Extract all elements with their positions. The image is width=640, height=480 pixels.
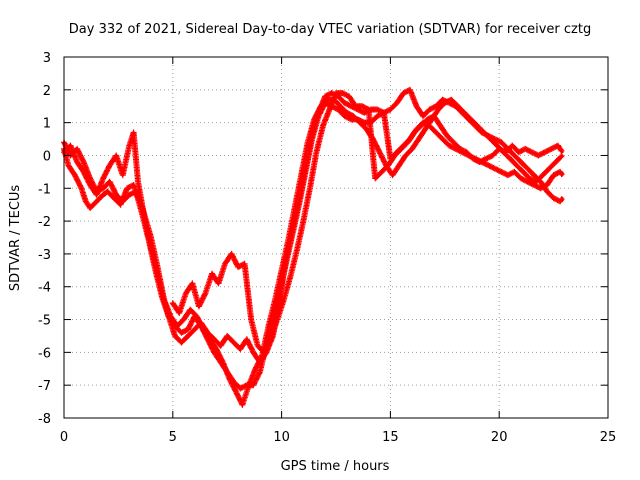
- x-tick-label: 25: [600, 430, 617, 445]
- axis-ticks: [63, 56, 609, 419]
- chart-title: Day 332 of 2021, Sidereal Day-to-day VTE…: [69, 22, 591, 37]
- x-tick-label: 10: [273, 430, 290, 445]
- y-tick-label: 1: [43, 117, 51, 132]
- x-tick-label: 20: [491, 430, 508, 445]
- x-tick-label: 15: [382, 430, 399, 445]
- y-axis-label: SDTVAR / TECUs: [8, 185, 23, 292]
- grid-lines: [64, 57, 608, 418]
- plot-frame: [63, 56, 609, 419]
- y-tick-label: -1: [38, 182, 51, 197]
- y-tick-label: -7: [38, 379, 51, 394]
- data-series-group: [61, 86, 565, 408]
- y-tick-label: 0: [43, 149, 51, 164]
- y-tick-label: -4: [38, 281, 51, 296]
- y-tick-label: -3: [38, 248, 51, 263]
- y-tick-label: -8: [38, 412, 51, 427]
- tick-labels: 0 5 10 15 20 25 -8 -7 -6 -5 -4 -3 -2 -1 0 1 2 3: [38, 51, 616, 445]
- x-axis-label: GPS time / hours: [281, 459, 390, 474]
- y-tick-label: 3: [43, 51, 51, 66]
- x-tick-label: 0: [60, 430, 68, 445]
- y-tick-label: -2: [38, 215, 51, 230]
- y-tick-label: 2: [43, 84, 51, 99]
- series-track-4: [169, 90, 565, 356]
- y-tick-label: -5: [38, 314, 51, 329]
- series-point-markers: [169, 90, 565, 356]
- y-tick-label: -6: [38, 346, 51, 361]
- x-tick-label: 5: [169, 430, 177, 445]
